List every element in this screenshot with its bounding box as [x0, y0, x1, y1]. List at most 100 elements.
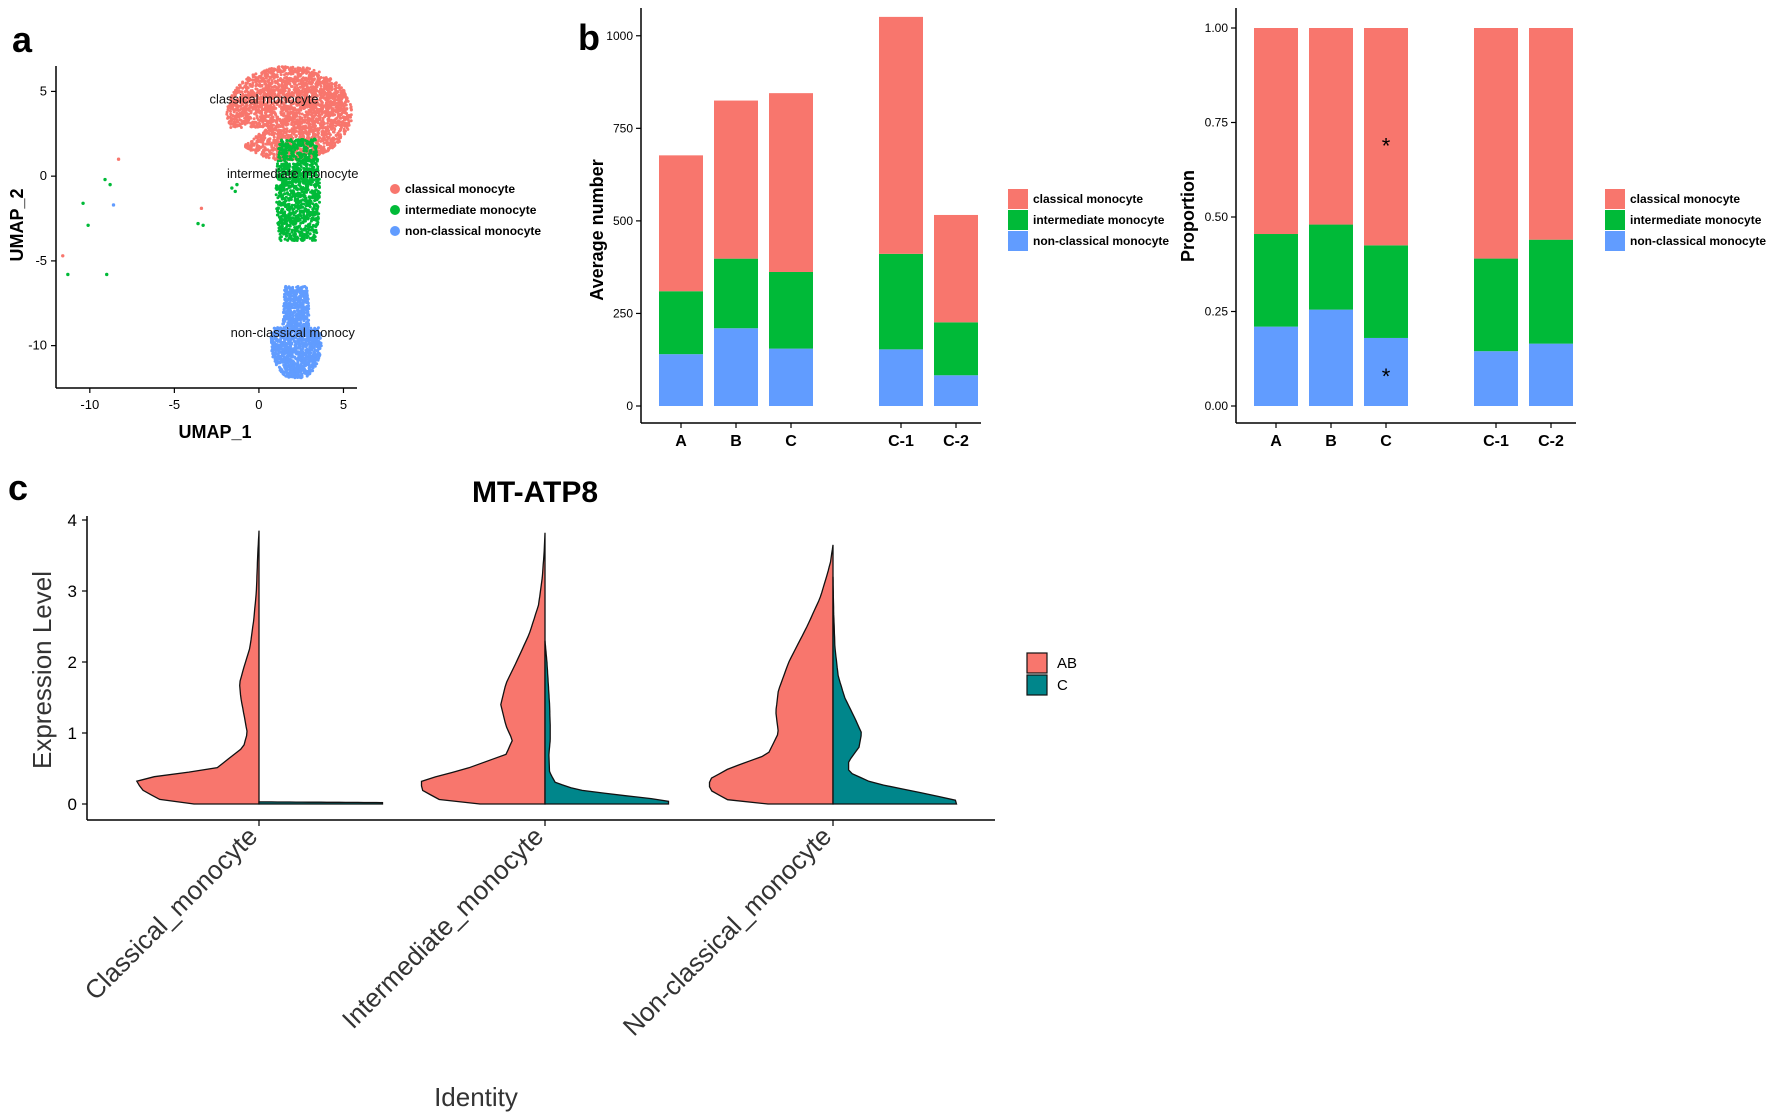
umap-point — [234, 107, 238, 111]
umap-point — [309, 346, 313, 350]
umap-point — [278, 219, 282, 223]
umap-point — [249, 146, 252, 150]
umap-point — [304, 207, 308, 211]
umap-point — [257, 75, 261, 79]
umap-point — [308, 353, 312, 357]
umap-point — [239, 126, 243, 129]
umap-point — [290, 68, 294, 72]
umap-point — [327, 100, 331, 103]
umap-point — [285, 75, 288, 79]
umap-point — [349, 108, 353, 112]
umap-point — [265, 142, 269, 146]
umap-point — [252, 137, 256, 141]
umap-point — [310, 74, 314, 78]
umap-point — [230, 122, 234, 126]
umap-point — [274, 193, 278, 197]
umap-point — [349, 113, 353, 117]
umap-point — [228, 119, 232, 123]
umap-point — [288, 82, 292, 86]
umap-point — [300, 316, 304, 320]
umap-point — [309, 183, 313, 187]
umap-point — [302, 106, 306, 110]
umap-point — [301, 86, 305, 90]
umap-point — [291, 131, 295, 134]
umap-point — [289, 237, 293, 241]
umap-point — [266, 124, 270, 128]
umap-point — [249, 121, 253, 125]
umap-point — [244, 121, 248, 125]
umap-point — [225, 112, 229, 116]
umap-point — [348, 103, 352, 106]
umap-point — [256, 110, 260, 114]
umap-point — [255, 82, 259, 86]
umap-point — [310, 70, 314, 74]
umap-point — [336, 140, 340, 144]
umap-point — [307, 125, 311, 129]
umap-point — [255, 114, 259, 118]
umap-point — [314, 98, 318, 102]
umap-point — [314, 147, 318, 151]
umap-point — [328, 96, 332, 100]
umap-point — [267, 98, 271, 102]
umap-point — [296, 215, 300, 219]
umap-point — [285, 219, 289, 222]
umap-point — [257, 133, 261, 137]
umap-point — [294, 180, 298, 184]
umap-point — [341, 120, 345, 124]
umap-point — [229, 117, 233, 121]
umap-point — [308, 108, 312, 112]
umap-point — [265, 107, 269, 111]
umap-point — [244, 108, 248, 112]
umap-point — [289, 155, 293, 159]
umap-point — [280, 189, 284, 192]
umap-point — [303, 131, 307, 135]
umap-point — [285, 82, 289, 85]
umap-point — [334, 110, 338, 114]
umap-point — [307, 117, 311, 121]
umap-point — [339, 128, 342, 132]
umap-point — [331, 107, 335, 111]
umap-point — [306, 204, 310, 208]
umap-point — [243, 90, 247, 94]
umap-point — [271, 127, 275, 131]
umap-point — [236, 124, 240, 128]
umap-point — [322, 96, 326, 100]
umap-point — [292, 77, 296, 81]
umap-point — [290, 182, 294, 186]
umap-point — [335, 90, 339, 94]
umap-point — [267, 78, 271, 82]
umap-point — [291, 111, 295, 115]
panel-label-a: a — [12, 19, 33, 60]
umap-point — [313, 348, 317, 352]
umap-point — [334, 86, 338, 90]
umap-point — [313, 213, 316, 217]
umap-point — [253, 120, 257, 124]
umap-point — [310, 138, 313, 142]
umap-plot: -10 -5 0 550-5-10 classical monocyteinterme… — [7, 65, 541, 442]
umap-point — [302, 228, 306, 232]
umap-point — [305, 156, 309, 160]
umap-point — [312, 217, 316, 221]
umap-point — [283, 298, 287, 302]
umap-point — [283, 67, 287, 71]
umap-point — [313, 106, 317, 110]
umap-point — [283, 214, 287, 217]
umap-point — [301, 311, 305, 315]
umap-point — [255, 139, 259, 143]
umap-point — [302, 211, 305, 215]
umap-point — [310, 217, 314, 221]
umap-point — [310, 135, 314, 139]
umap-point — [304, 233, 308, 237]
umap-point — [326, 129, 330, 133]
umap-point — [318, 82, 322, 86]
umap-point — [338, 113, 342, 116]
umap-point — [307, 121, 311, 124]
umap-point — [293, 75, 297, 79]
umap-point — [298, 106, 302, 110]
umap-point — [290, 117, 294, 121]
umap-point — [283, 345, 287, 349]
umap-point — [284, 72, 288, 75]
umap-point — [238, 122, 242, 126]
umap-point — [290, 85, 294, 88]
umap-point — [274, 80, 278, 84]
